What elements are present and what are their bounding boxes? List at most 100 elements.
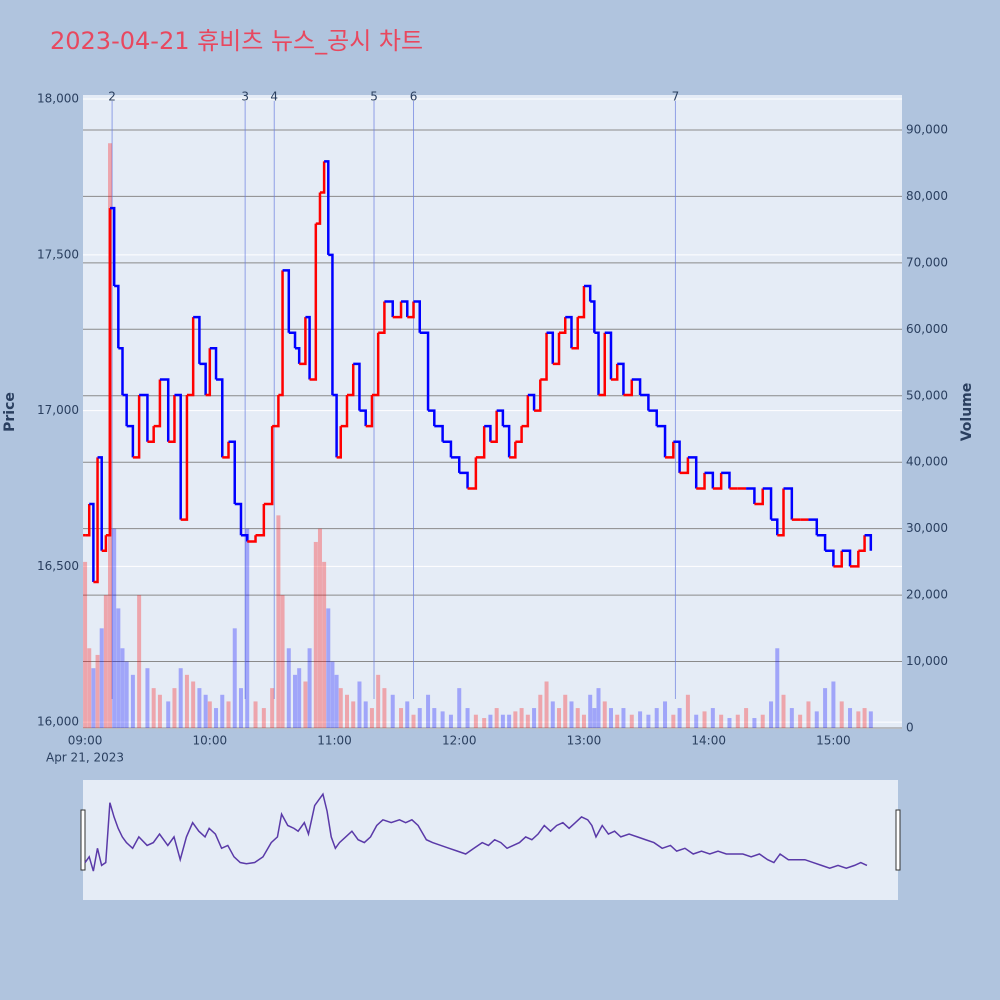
price-step — [679, 457, 690, 475]
x-tick-label: 14:00 — [691, 734, 726, 748]
price-step — [762, 487, 773, 520]
price-step — [515, 426, 523, 444]
volume-bar — [862, 708, 867, 729]
volume-bar — [166, 701, 171, 729]
price-step — [305, 315, 311, 380]
price-step — [858, 535, 866, 553]
x-tick-label: 13:00 — [567, 734, 602, 748]
y-axis-title: Price — [2, 392, 18, 432]
price-step — [122, 393, 128, 427]
annotation-label: 5 — [370, 90, 378, 104]
volume-bar — [103, 595, 108, 729]
price-step — [428, 409, 436, 427]
volume-bar — [286, 648, 291, 729]
price-step — [864, 533, 873, 551]
y2-tick-label: 30,000 — [906, 521, 948, 535]
volume-bar — [426, 694, 431, 729]
slider-handle[interactable] — [895, 809, 901, 871]
volume-bar — [145, 668, 150, 729]
volume-bar — [440, 711, 445, 729]
volume-bar — [557, 708, 562, 729]
price-step — [527, 393, 536, 411]
price-step — [278, 270, 284, 397]
volume-bar — [363, 701, 368, 729]
price-step — [263, 426, 274, 506]
volume-bar — [671, 714, 676, 729]
volume-bar — [245, 528, 250, 729]
chart-title: 2023-04-21 휴비츠 뉴스_공시 차트 — [50, 27, 423, 55]
price-step — [413, 300, 421, 333]
volume-bar — [638, 711, 643, 729]
volume-bar — [261, 708, 266, 729]
y2-tick-label: 10,000 — [906, 654, 948, 668]
volume-bar — [112, 528, 117, 729]
price-step — [442, 440, 453, 458]
y2-tick-label: 90,000 — [906, 122, 948, 136]
price-step — [105, 208, 112, 537]
volume-bar — [781, 694, 786, 729]
volume-bar — [178, 668, 183, 729]
price-step — [319, 161, 326, 194]
price-step — [534, 379, 542, 412]
price-step — [282, 269, 291, 333]
price-step — [594, 331, 600, 396]
price-step — [841, 549, 852, 567]
volume-bar — [789, 708, 794, 729]
x-tick-label: 10:00 — [193, 734, 228, 748]
price-step — [623, 379, 634, 397]
price-step — [496, 409, 505, 427]
price-step — [118, 347, 124, 396]
volume-bar — [399, 708, 404, 729]
price-step — [234, 502, 243, 536]
volume-bar — [83, 561, 88, 729]
price-step — [598, 332, 606, 397]
volume-bar — [457, 688, 462, 729]
volume-bar — [550, 701, 555, 729]
annotation-label: 3 — [241, 90, 249, 104]
price-step — [610, 363, 619, 381]
price-step — [540, 332, 548, 381]
price-step — [656, 424, 667, 458]
price-step — [459, 471, 469, 489]
x-tick-label: 12:00 — [442, 734, 477, 748]
price-step — [640, 393, 650, 411]
price-step — [309, 223, 318, 381]
volume-bar — [760, 714, 765, 729]
slider-handle[interactable] — [80, 809, 86, 871]
volume-bar — [848, 708, 853, 729]
volume-bar — [120, 648, 125, 729]
price-step — [346, 363, 355, 397]
volume-bar — [719, 714, 724, 729]
price-step — [673, 440, 681, 473]
volume-bar — [663, 701, 668, 729]
price-step — [359, 409, 367, 427]
price-step — [434, 424, 444, 442]
range-slider[interactable] — [83, 780, 898, 900]
volume-bar — [276, 515, 281, 729]
volume-bar — [382, 688, 387, 729]
volume-bar — [735, 714, 740, 729]
y-tick-label: 16,500 — [37, 559, 79, 573]
price-step — [222, 441, 230, 459]
x-tick-label: 15:00 — [816, 734, 851, 748]
x-date-label: Apr 21, 2023 — [46, 751, 124, 765]
volume-bar — [411, 714, 416, 729]
volume-bar — [344, 694, 349, 729]
volume-bar — [588, 694, 593, 729]
volume-bar — [191, 681, 196, 729]
volume-bar — [654, 708, 659, 729]
price-step — [153, 379, 162, 428]
volume-bar — [677, 708, 682, 729]
price-step — [174, 393, 182, 520]
price-step — [746, 487, 756, 505]
volume-bar — [775, 648, 780, 729]
price-step — [509, 441, 517, 459]
volume-bar — [544, 681, 549, 729]
volume-bar — [727, 718, 732, 729]
volume-bar — [823, 688, 828, 729]
price-step — [825, 549, 835, 567]
price-step — [199, 362, 207, 396]
price-step — [132, 395, 141, 459]
volume-bar — [710, 708, 715, 729]
volume-bar — [482, 718, 487, 729]
